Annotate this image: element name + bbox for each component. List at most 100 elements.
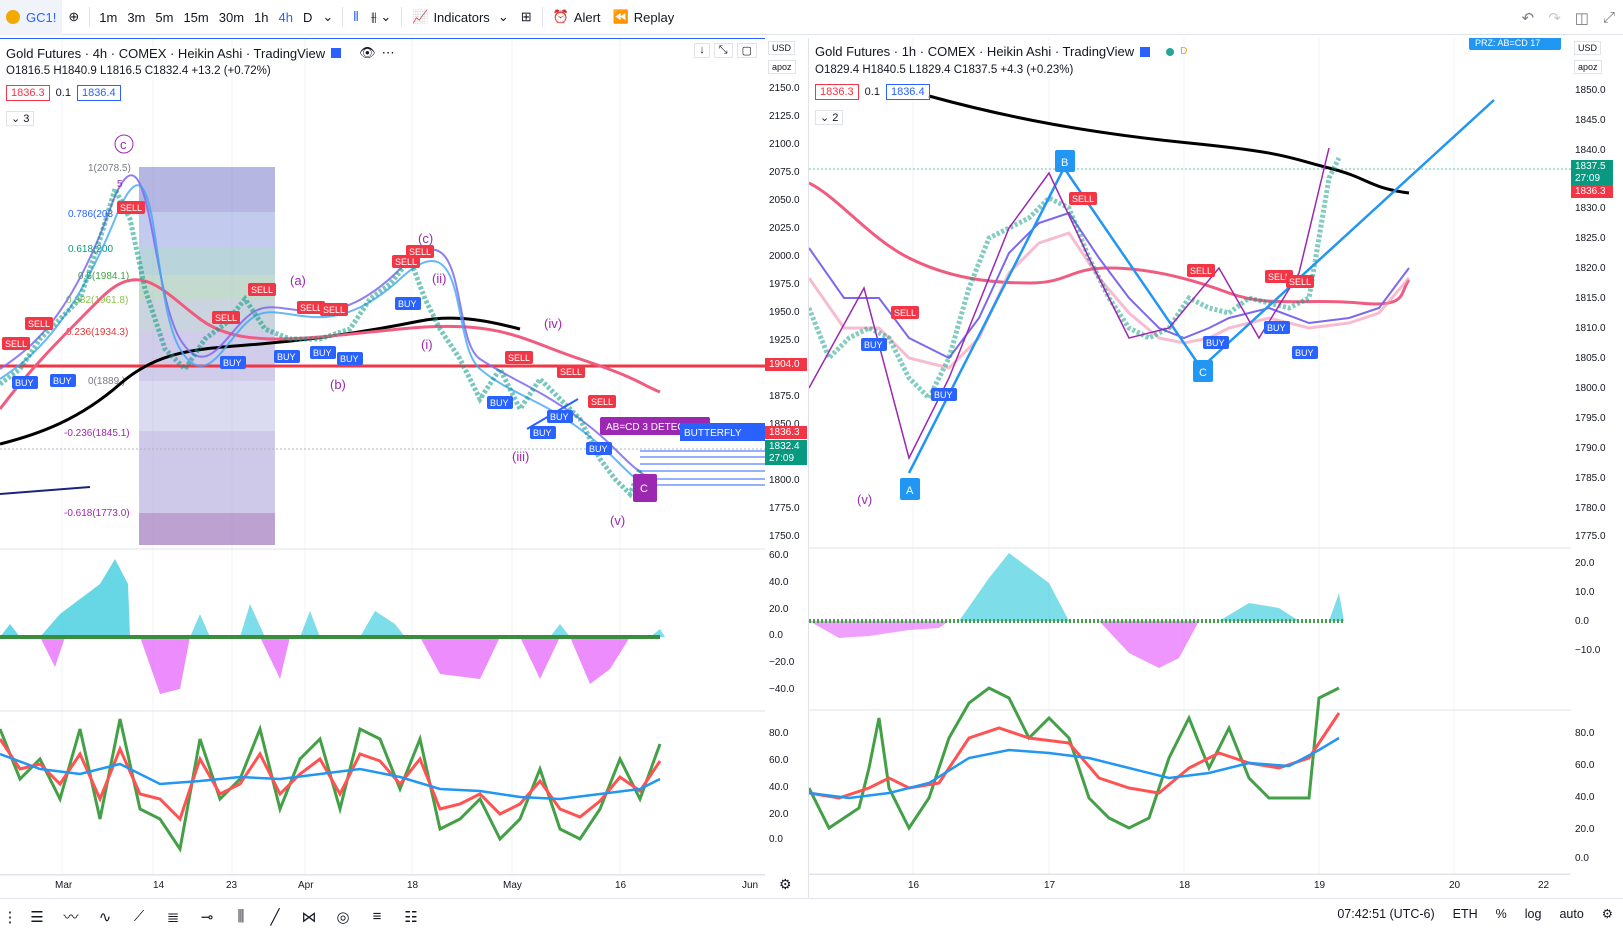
interval-4h[interactable]: 4h — [278, 9, 293, 25]
layout-icon[interactable]: ◫ — [1574, 9, 1589, 27]
status-dot-icon — [1166, 47, 1175, 56]
more-icon[interactable]: ⋯ — [381, 45, 395, 60]
compare-button[interactable]: ⊕ — [62, 0, 85, 35]
scale-selector[interactable]: apoz — [768, 60, 796, 74]
abcd-pattern[interactable] — [907, 99, 1495, 474]
svg-text:SELL: SELL — [1268, 272, 1290, 282]
indicator-collapse-button[interactable]: ⌄ 2 — [815, 110, 844, 125]
svg-text:C: C — [640, 483, 648, 495]
left-ohlc: O1816.5 H1840.9 L1816.5 C1832.4 +13.2 (+… — [6, 65, 271, 77]
harmonic-levels — [640, 450, 765, 486]
left-chart-canvas[interactable]: 1(2078.5) 0.786(203 0.618(200 0.5(1984.1… — [0, 39, 765, 899]
fib-level-neg0618: -0.618(1773.0) — [64, 508, 130, 519]
line-tool-icon[interactable]: ╱ — [270, 908, 280, 926]
settings-gear-icon[interactable]: ⚙ — [1601, 907, 1613, 921]
flag-icon[interactable] — [1140, 46, 1151, 57]
xabcd-tool-icon[interactable]: ⋈ — [301, 908, 317, 926]
scale-selector[interactable]: apoz — [1574, 60, 1602, 74]
price-tag-horizontal-line: 1904.0 — [765, 358, 807, 371]
fullscreen-icon[interactable]: ⤢ — [1602, 9, 1615, 26]
svg-text:BUTTERFLY: BUTTERFLY — [684, 428, 742, 439]
svg-text:BUY: BUY — [1206, 338, 1225, 348]
settings-sliders-icon[interactable]: ☷ — [404, 908, 418, 926]
symbol-search-button[interactable]: GC1! — [0, 0, 63, 35]
bid-price[interactable]: 1836.3 — [815, 84, 859, 100]
abc-pattern-tool-icon[interactable]: 〰 — [63, 909, 79, 926]
right-chart-title[interactable]: Gold Futures · 1h · COMEX · Heikin Ashi … — [815, 44, 1135, 59]
session-toggle[interactable]: ETH — [1452, 906, 1478, 921]
percent-scale-toggle[interactable]: % — [1495, 906, 1507, 921]
horizontal-ray-tool-icon[interactable]: ⊸ — [200, 908, 214, 926]
plus-circle-icon: ⊕ — [68, 9, 80, 24]
alert-button[interactable]: ⏰ Alert — [547, 0, 607, 35]
indicators-button[interactable]: 📈 Indicators ⌄ — [406, 0, 514, 35]
stochastic-lines — [809, 686, 1341, 831]
bid-price[interactable]: 1836.3 — [6, 85, 50, 101]
collapse-toolbar-icon[interactable]: ⋮ — [2, 908, 18, 926]
templates-button[interactable]: ⊞ — [515, 0, 538, 35]
svg-text:SELL: SELL — [894, 308, 916, 318]
svg-text:SELL: SELL — [1289, 277, 1311, 287]
left-price-axis[interactable]: USD apoz 2150.0 2125.0 2100.0 2075.0 205… — [765, 38, 807, 898]
move-down-icon[interactable]: ↓ — [694, 43, 710, 58]
chart-type-dropdown[interactable]: ⫵ ⌄ — [365, 0, 398, 35]
ask-price[interactable]: 1836.4 — [76, 85, 121, 101]
elliott-wave-labels: c 5 (a) (b) (c) (ii) (i) (iv) (iii) (v) — [114, 134, 625, 528]
interval-D[interactable]: D — [302, 9, 313, 25]
indicator-collapse-button[interactable]: ⌄ 3 — [6, 111, 35, 126]
svg-text:SELL: SELL — [5, 339, 27, 349]
clock[interactable]: 07:42:51 (UTC-6) — [1337, 906, 1435, 921]
collapse-icon[interactable]: ⤡ — [713, 43, 733, 58]
right-ohlc: O1829.4 H1840.5 L1829.4 C1837.5 +4.3 (+0… — [815, 64, 1074, 76]
svg-text:BUY: BUY — [313, 348, 332, 358]
interval-dropdown-icon[interactable]: ⌄ — [322, 9, 334, 24]
svg-text:SELL: SELL — [395, 257, 417, 267]
right-chart-pane[interactable]: A B C (v) SELL SELL SELL SELL SELL BUY B… — [808, 38, 1571, 898]
gann-tool-icon[interactable]: ⫼ — [237, 908, 245, 925]
chart-type-candles-button[interactable]: ⫴ — [347, 0, 364, 35]
interval-1m[interactable]: 1m — [99, 9, 118, 25]
maximize-icon[interactable]: ▢ — [736, 43, 757, 58]
currency-selector[interactable]: USD — [1574, 41, 1602, 55]
left-chart-pane[interactable]: 1(2078.5) 0.786(203 0.618(200 0.5(1984.1… — [0, 38, 767, 899]
horizontal-lines-tool-icon[interactable]: ☰ — [30, 908, 44, 926]
left-chart-title[interactable]: Gold Futures · 4h · COMEX · Heikin Ashi … — [6, 45, 326, 61]
svg-text:SELL: SELL — [28, 319, 50, 329]
interval-1h[interactable]: 1h — [254, 9, 269, 25]
log-scale-toggle[interactable]: log — [1524, 906, 1542, 921]
interval-5m[interactable]: 5m — [155, 9, 174, 25]
svg-text:(iii): (iii) — [512, 449, 529, 464]
auto-scale-toggle[interactable]: auto — [1559, 906, 1584, 921]
eye-icon[interactable]: 👁 — [359, 45, 376, 60]
svg-text:PRZ: AB=CD 17: PRZ: AB=CD 17 — [1475, 38, 1540, 48]
parallel-channel-tool-icon[interactable]: ≣ — [166, 908, 180, 926]
settings-gear-icon[interactable]: ⚙ — [779, 876, 792, 892]
fib-level-0618: 0.618(200 — [68, 244, 113, 255]
wave-tool-icon[interactable]: ∿ — [98, 908, 112, 926]
svg-text:BUY: BUY — [398, 299, 417, 309]
interval-30m[interactable]: 30m — [218, 9, 245, 25]
fib-circle-tool-icon[interactable]: ◎ — [336, 908, 350, 926]
ask-price[interactable]: 1836.4 — [885, 84, 930, 100]
currency-selector[interactable]: USD — [768, 41, 796, 55]
right-price-axis[interactable]: USD apoz 1850.0 1845.0 1840.0 1837.5 27:… — [1571, 38, 1613, 898]
svg-text:SELL: SELL — [591, 397, 613, 407]
undo-icon[interactable]: ↶ — [1521, 9, 1535, 27]
prz-label — [1469, 38, 1561, 50]
pattern-points: A B C — [900, 150, 1213, 500]
flag-icon[interactable] — [331, 48, 342, 58]
fib-retracement-tool-icon[interactable]: ≡ — [372, 908, 382, 925]
right-time-axis[interactable]: 16 17 18 19 20 22 — [808, 874, 1570, 896]
candles — [0, 182, 643, 499]
svg-text:SELL: SELL — [323, 305, 345, 315]
replay-button[interactable]: ⏪ Replay — [607, 0, 681, 35]
left-time-axis[interactable]: Mar 14 23 Apr 18 May 16 Jun — [0, 874, 765, 896]
bars-icon: ⫵ — [370, 9, 377, 24]
redo-icon[interactable]: ↷ — [1548, 9, 1561, 27]
left-chart-legend: Gold Futures · 4h · COMEX · Heikin Ashi … — [6, 45, 395, 61]
interval-15m[interactable]: 15m — [183, 9, 209, 25]
right-chart-canvas[interactable]: A B C (v) SELL SELL SELL SELL SELL BUY B… — [809, 38, 1571, 898]
interval-3m[interactable]: 3m — [127, 9, 146, 25]
trendline-tool-icon[interactable]: ⟋ — [133, 908, 145, 925]
svg-text:SELL: SELL — [508, 353, 530, 363]
